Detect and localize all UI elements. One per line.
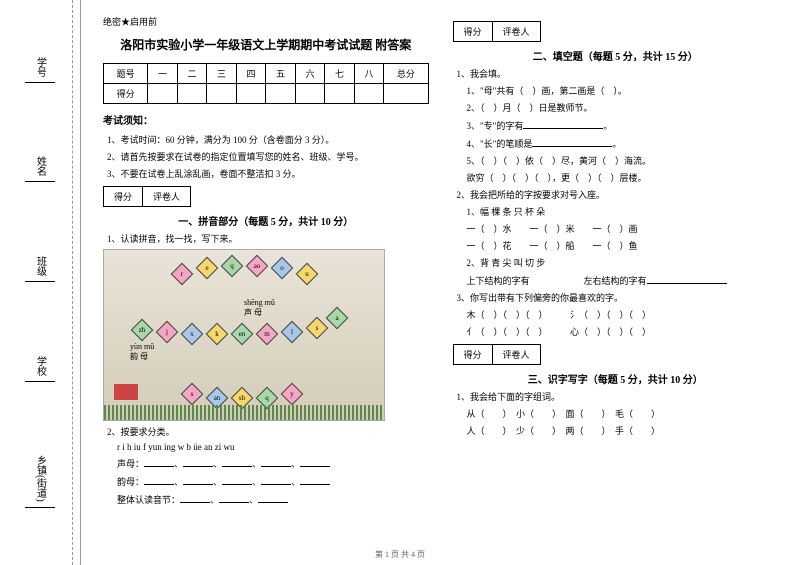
q2-line: 韵母：、、、、 [103,474,429,488]
s2-q1-item: 5、（ ）（ ）依（ ）尽，黄河（ ）海流。 [453,154,779,167]
s2-q2b-chars: 2、背 青 尖 叫 切 步 [453,256,779,269]
table-row: 得分 [104,84,429,104]
s2-q2-chars: 1、幅 棵 条 只 杯 朵 [453,205,779,218]
section-1-title: 一、拼音部分（每题 5 分，共计 10 分） [103,213,429,228]
train-icon [114,384,138,400]
score-cell: 得分 [103,186,143,207]
s3-q1-line: 人（ ） 少（ ） 两（ ） 手（ ） [453,424,779,437]
s2-q1-item: 4、"长"的笔顺是。 [453,136,779,150]
q2-text: 2、按要求分类。 [103,425,429,438]
q2-line: 声母：、、、、 [103,456,429,470]
s2-q1-item: 3、"专"的字有。 [453,118,779,132]
score-box: 得分 评卷人 [103,186,429,207]
s2-q3: 3、你写出带有下列偏旁的你最喜欢的字。 [453,291,779,304]
score-box: 得分 评卷人 [453,21,779,42]
page-footer: 第 1 页 共 4 页 [0,549,800,560]
binding-field-2: 班级 [25,256,55,282]
grass-icon [104,405,384,420]
q2-line: 整体认读音节：、、 [103,492,429,506]
binding-field-3: 姓名 [25,156,55,182]
right-column: 得分 评卷人 二、填空题（每题 5 分，共计 15 分） 1、我会填。 1、"母… [441,15,791,550]
s2-q2-line: 一（ ）水 一（ ）米 一（ ）画 [453,222,779,235]
s2-q1: 1、我会填。 [453,67,779,80]
s2-q3-line: 木（ ）（ ）（ ） 氵（ ）（ ）（ ） [453,308,779,321]
notice-item: 3、不要在试卷上乱涂乱画，卷面不整洁扣 3 分。 [103,167,429,180]
exam-title: 洛阳市实验小学一年级语文上学期期中考试试题 附答案 [103,36,429,53]
s2-q2-line: 一（ ）花 一（ ）船 一（ ）鱼 [453,239,779,252]
grader-cell: 评卷人 [143,186,191,207]
s2-q1-item: 1、"母"共有（ ）画，第二画是（ ）。 [453,84,779,97]
shengmu-label: shēng mǔ声 母 [244,298,275,318]
binding-field-1: 学校 [25,356,55,382]
binding-field-0: 乡镇(街道) [25,455,55,508]
secrecy-tag: 绝密★启用前 [103,15,429,28]
notice-item: 2、请首先按要求在试卷的指定位置填写您的姓名、班级、学号。 [103,150,429,163]
binding-field-4: 学号 [25,57,55,83]
score-table: 题号 一 二 三 四 五 六 七 八 总分 得分 [103,63,429,104]
s2-q2b-line: 上下结构的字有 左右结构的字有 [453,273,779,287]
s2-q1-poem: 欲穷（ ）（ ）（ ），更（ ）（ ）层楼。 [453,171,779,184]
left-column: 绝密★启用前 洛阳市实验小学一年级语文上学期期中考试试题 附答案 题号 一 二 … [91,15,441,550]
notice-title: 考试须知： [103,112,429,127]
yunmu-label: yùn mǔ韵 母 [130,342,154,362]
s3-q1-line: 从（ ） 小（ ） 面（ ） 毛（ ） [453,407,779,420]
s3-q1: 1、我会给下面的字组词。 [453,390,779,403]
notice-item: 1、考试时间：60 分钟，满分为 100 分（含卷面分 3 分）。 [103,133,429,146]
s2-q2: 2、我会把所给的字按要求对号入座。 [453,188,779,201]
q1-text: 1、认读拼音，找一找，写下来。 [103,232,429,245]
q2-letters: r i h iu f yun ing w b üe an zi wu [103,442,429,452]
table-row: 题号 一 二 三 四 五 六 七 八 总分 [104,64,429,84]
content-area: 绝密★启用前 洛阳市实验小学一年级语文上学期期中考试试题 附答案 题号 一 二 … [81,0,800,565]
exam-page: 学号 姓名 班级 学校 乡镇(街道) 绝密★启用前 洛阳市实验小学一年级语文上学… [0,0,800,565]
score-box: 得分 评卷人 [453,344,779,365]
fold-line [72,0,73,565]
pinyin-train-image: shēng mǔ声 母 yùn mǔ韵 母 r e q ao o u zh j … [103,249,385,421]
s2-q3-line: 亻（ ）（ ）（ ） 心（ ）（ ）（ ） [453,325,779,338]
binding-column: 学号 姓名 班级 学校 乡镇(街道) [0,0,81,565]
s2-q1-item: 2、（ ）月（ ）日是教师节。 [453,101,779,114]
section-3-title: 三、识字写字（每题 5 分，共计 10 分） [453,371,779,386]
section-2-title: 二、填空题（每题 5 分，共计 15 分） [453,48,779,63]
